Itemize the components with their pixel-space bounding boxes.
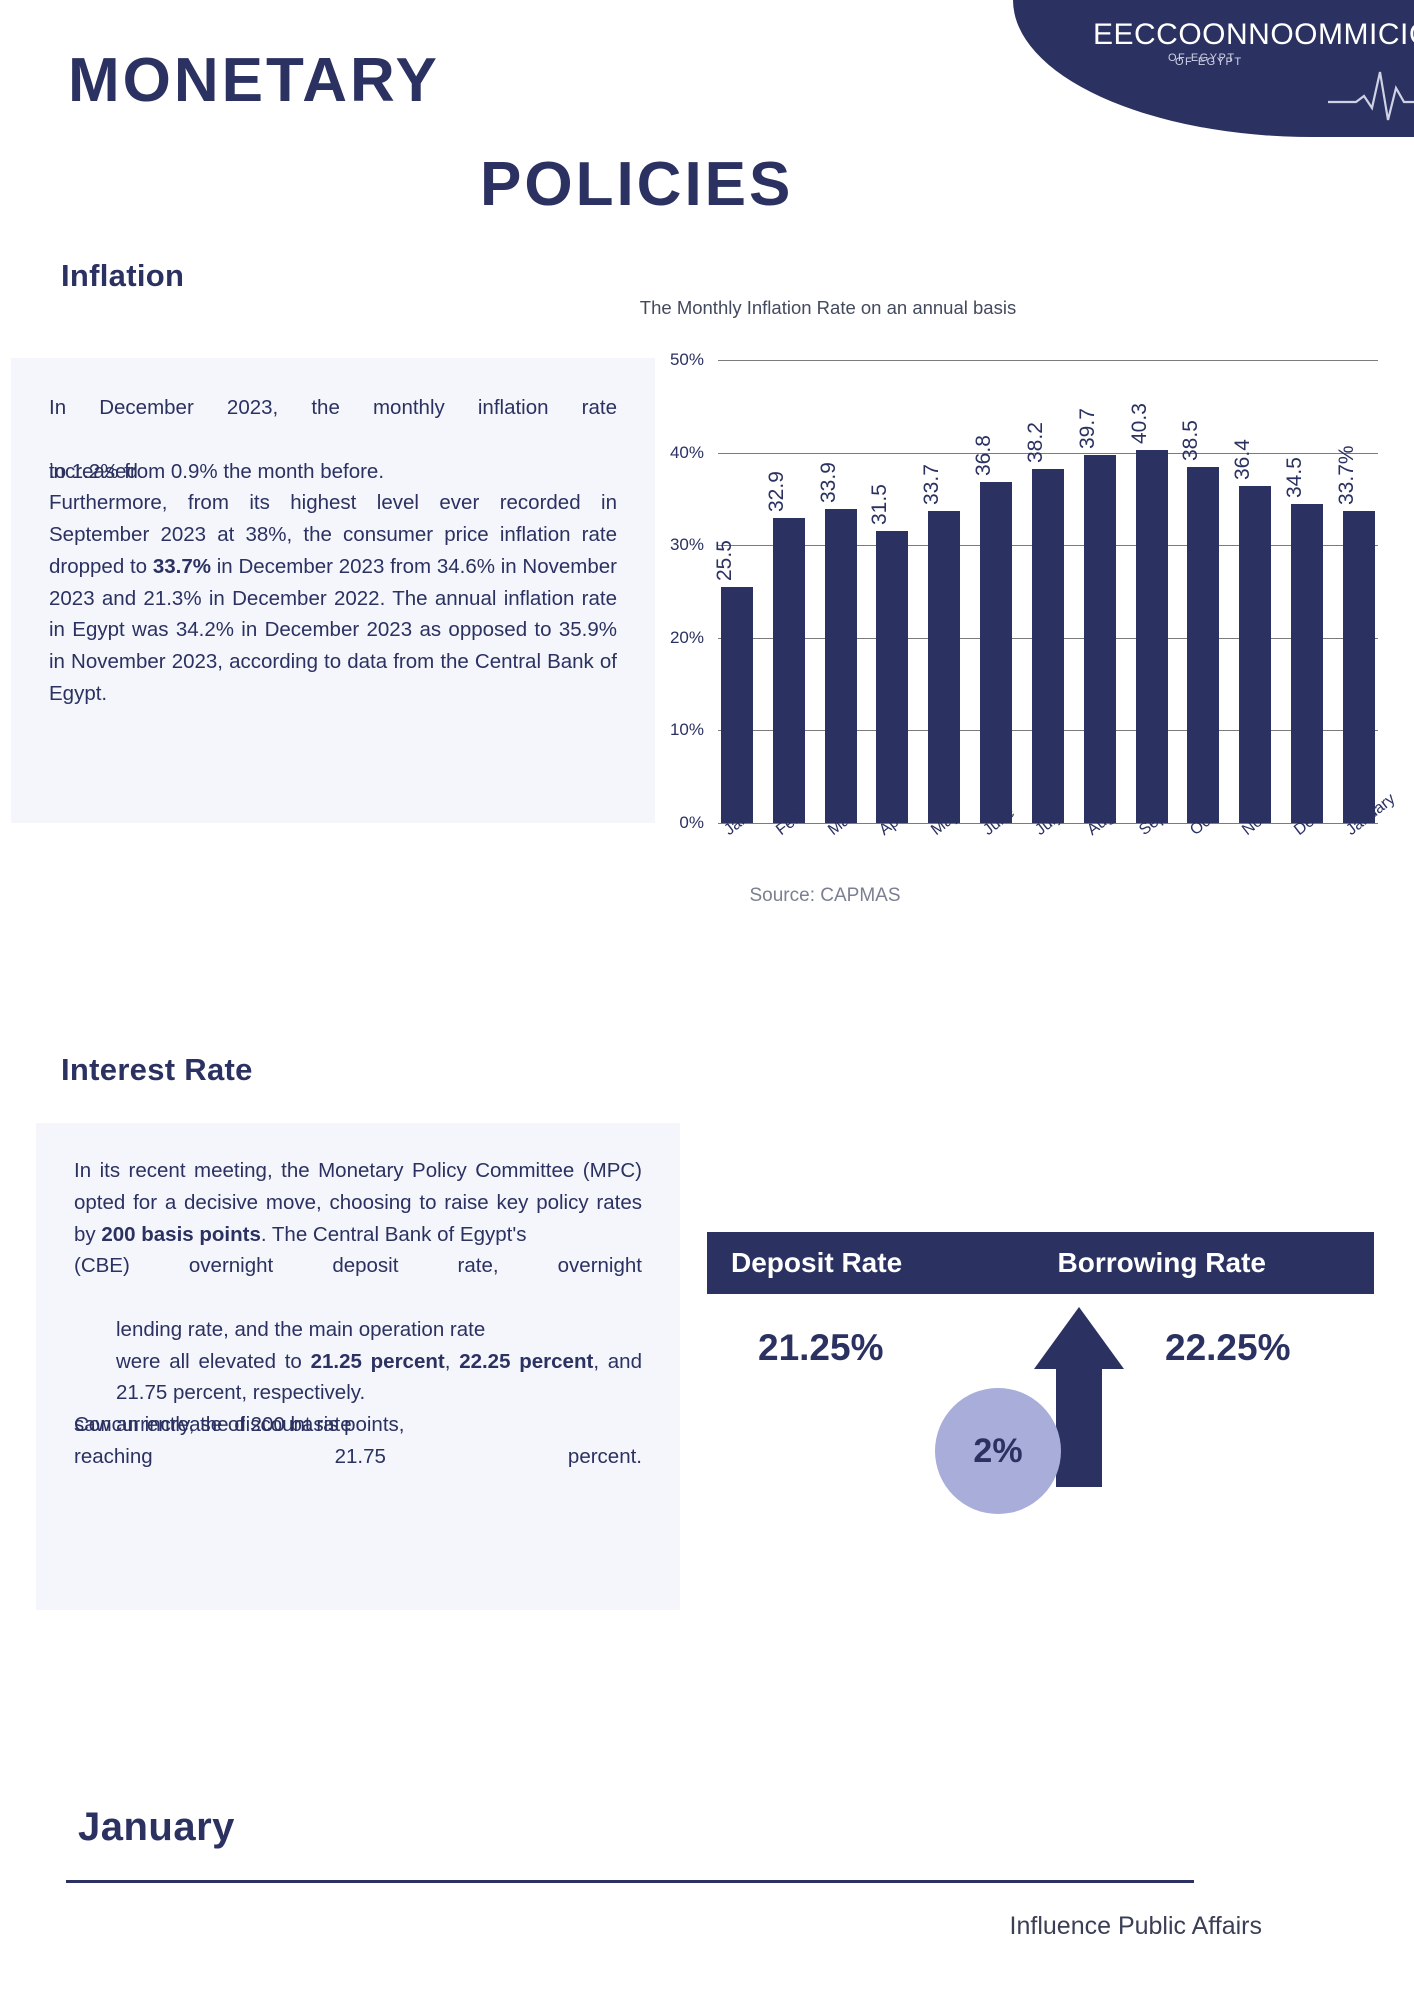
chart-bar [1031,469,1064,823]
chart-bar [1342,510,1375,823]
inflation-overlap-line: to 1.2% from 0.9% the month before. incr… [49,456,617,488]
deposit-rate-label: Deposit Rate [731,1247,903,1278]
section-heading-inflation: Inflation [61,258,185,293]
section-heading-interest-rate: Interest Rate [61,1052,253,1087]
chart-y-tick: 30% [669,535,704,555]
chart-bar-column: 36.4 [1231,360,1274,823]
chart-gridline: 50% [670,350,1378,369]
interest-p1-b: . The Central Bank of Egypt's [260,1222,527,1246]
interest-p2-c-post: , and 21.75 percent, respectively. [116,1349,642,1405]
page-title-line-1: MONETARY [68,46,440,115]
interest-p1-a: In its recent meeting, the Monetary Poli… [74,1159,642,1246]
interest-body-text: In its recent meeting, the Monetary Poli… [36,1123,680,1610]
interest-overlap-line: Concurrently, the discount rate saw an i… [74,1409,642,1441]
interest-p2-c-pre: were all elevated to [116,1349,311,1373]
inflation-rest-2: in December 2023 from 34.6% in November … [49,554,617,705]
chart-bar-column: 36.8 [972,360,1015,823]
chart-bar-value-label: 36.4 [1231,439,1255,480]
footer-divider [66,1880,1194,1883]
chart-bar-value-label: 25.5 [713,540,736,581]
chart-bar-column: 38.2 [1024,360,1067,823]
chart-bar-value-label: 40.3 [1127,402,1151,444]
chart-y-tick: 0% [679,813,704,832]
chart-bar-column: 33.7% [1335,360,1378,823]
chart-y-tick: 40% [669,442,704,462]
interest-bold-2225: 22.25 percent [459,1349,594,1373]
chart-bar-column: 40.3 [1128,360,1171,823]
inflation-overlap-a: to 1.2% from 0.9% the month before. [49,459,385,483]
chart-bar-value-label: 32.9 [764,471,788,513]
inflation-rest-1: Furthermore, from its highest level ever… [49,491,617,578]
inflation-bar-chart: 0% 10% 20% 30% 40% 50% 25.5 32.9 33.9 31.5 33.7 36… [670,350,1378,832]
badge-subtitle-2: OF EGYPT [1175,56,1243,68]
interest-bold-2125: 21.25 percent [310,1349,445,1373]
badge-subtitle-1: OF EGYPT [1168,52,1236,64]
interest-overlap-b: saw an increase of 200 basis points, [74,1413,405,1437]
heartbeat-pulse-icon [1328,71,1414,121]
page-title-line-2: POLICIES [480,150,794,219]
chart-bar [1135,449,1168,823]
interest-p2-a: (CBE) overnight deposit rate, overnight [74,1254,642,1278]
rates-banner: Deposit Rate Borrowing Rate [707,1232,1374,1294]
footer-credit: Influence Public Affairs [1009,1912,1262,1940]
badge-title: EECCOONNOOMMICIC P P [1093,18,1414,51]
interest-overlap-a: Concurrently, the discount rate [74,1413,352,1437]
interest-p3-tail: reaching 21.75 percent. [74,1444,642,1468]
chart-bar [721,586,753,823]
chart-bar [1187,466,1220,823]
chart-bar-value-label: 36.8 [972,435,996,477]
borrowing-rate-value: 22.25% [1165,1327,1291,1368]
inflation-body-text: In December 2023, the monthly inflation … [11,358,655,823]
chart-gridline: 40% [670,443,1378,462]
chart-bar-column: 32.9 [765,360,808,823]
chart-bar-value-label: 39.7 [1075,408,1099,450]
chart-bar [772,518,805,823]
interest-p2-c: were all elevated to 21.25 percent, 22.2… [74,1346,642,1410]
chart-bar-value-label: 34.5 [1283,456,1307,498]
chart-bar-value-label: 38.2 [1023,422,1047,464]
borrowing-rate-label: Borrowing Rate [1057,1247,1266,1278]
interest-p1-bold: 200 basis points [101,1222,261,1246]
chart-bar-column: 31.5 [868,360,911,823]
chart-y-tick: 50% [669,350,704,369]
deposit-rate-value: 21.25% [758,1327,884,1368]
chart-bar-column: 39.7 [1076,360,1119,823]
chart-bar-column: 34.5 [1283,360,1326,823]
header-badge: EECCOONNOOMMICIC P P OF EGYPT OF EGYPT [1013,0,1414,137]
chart-y-tick: 20% [669,627,704,647]
chart-bars: 25.5 32.9 33.9 31.5 33.7 36.8 38.2 39.7 40.3 38.5… [713,360,1378,823]
chart-bar-value-label: 38.5 [1179,419,1203,461]
rate-delta-value: 2% [973,1431,1023,1470]
inflation-overlap-b: increased [49,459,138,483]
chart-bar [1083,455,1116,823]
inflation-bold-1: 33.7% [152,554,211,578]
chart-bar-column: 25.5 [713,360,756,823]
inflation-line-1: In December 2023, the monthly inflation … [49,396,617,419]
footer-month: January [78,1805,235,1849]
interest-p2-mid: , [444,1349,460,1373]
chart-source: Source: CAPMAS [749,885,901,906]
chart-title: The Monthly Inflation Rate on an annual … [639,297,1017,318]
chart-bar [980,482,1013,823]
chart-bar-value-label: 33.7% [1334,445,1358,505]
chart-bar [928,510,961,823]
chart-bar-column: 38.5 [1179,360,1222,823]
chart-y-tick: 10% [669,720,704,740]
chart-gridline: 0% [679,813,1378,832]
chart-bar-value-label: 33.9 [816,462,840,504]
interest-p2-b: lending rate, and the main operation rat… [116,1317,486,1341]
chart-bar-value-label: 33.7 [920,464,944,505]
chart-bar-column: 33.7 [920,360,963,823]
chart-bar [824,509,857,823]
chart-bar-column: 33.9 [817,360,860,823]
rate-delta-badge: 2% [935,1388,1061,1514]
chart-bar [1239,485,1272,823]
chart-bar [1291,503,1324,823]
chart-bar-value-label: 31.5 [868,484,892,526]
chart-bar [876,531,909,823]
